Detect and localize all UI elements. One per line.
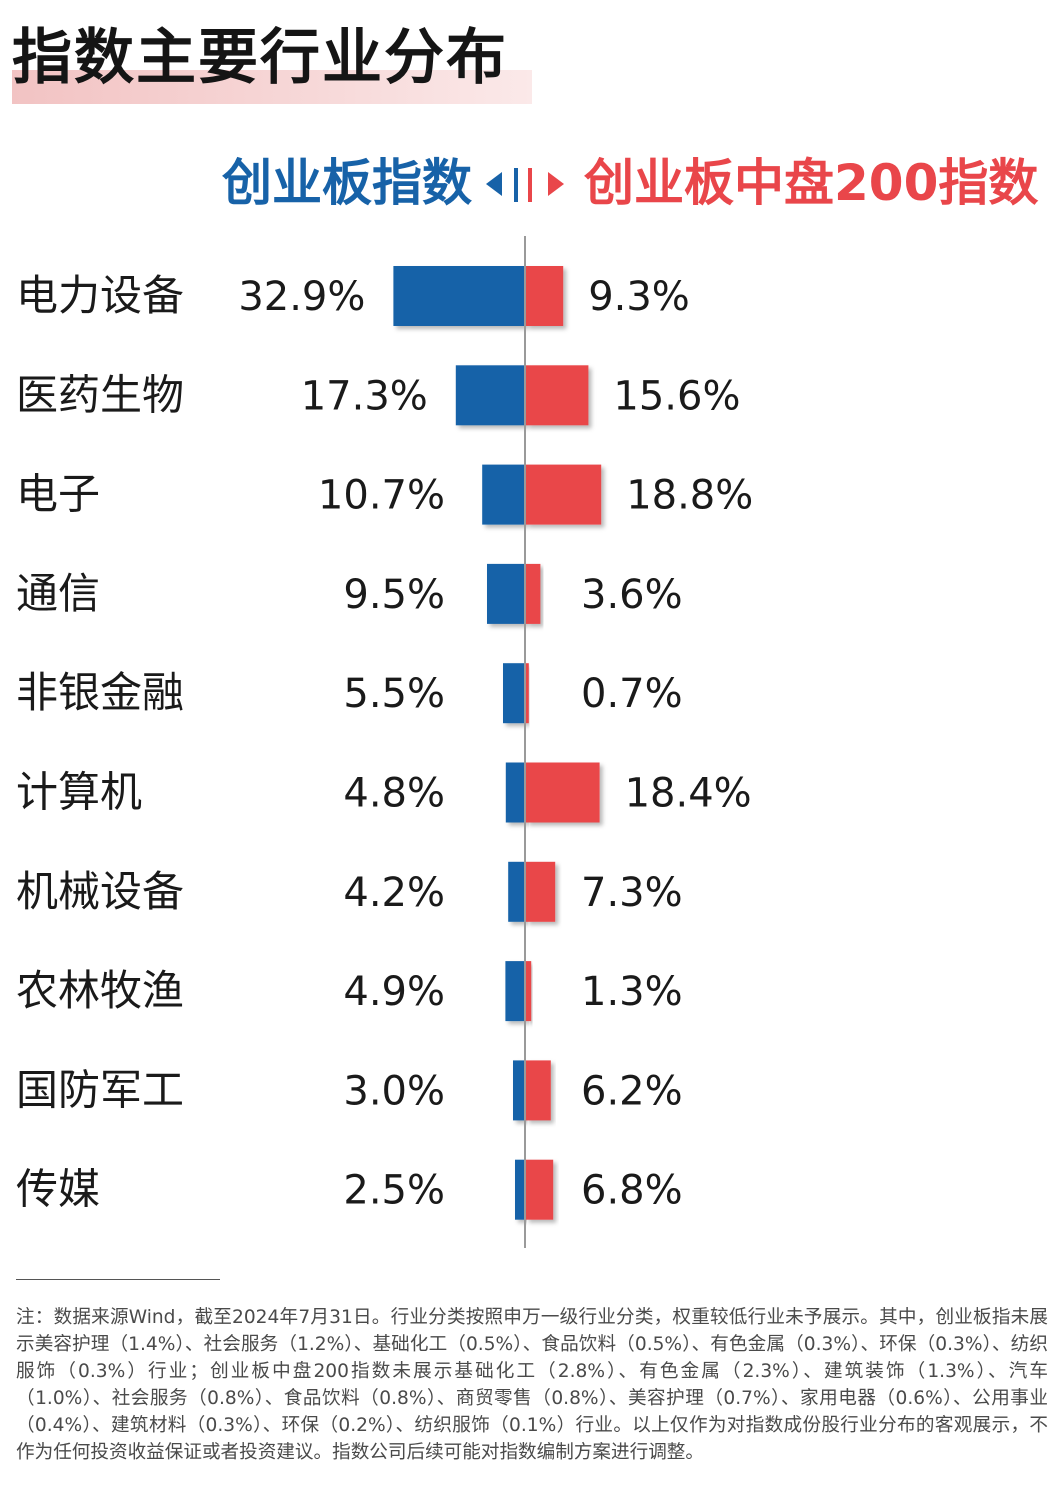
- legend-blue-marker: [514, 168, 518, 202]
- bar-left: [482, 464, 525, 525]
- bar-right: [526, 563, 541, 624]
- title-block: 指数主要行业分布: [12, 18, 532, 106]
- category-label: 非银金融: [16, 668, 184, 717]
- value-label-right: 6.8%: [581, 1168, 683, 1214]
- value-label-right: 1.3%: [581, 969, 683, 1015]
- bar-right: [526, 365, 589, 426]
- chart-title: 指数主要行业分布: [12, 23, 508, 93]
- value-label-left: 2.5%: [343, 1168, 445, 1214]
- value-labels: 32.9% 9.3% 17.3% 15.6% 10.7% 18.8% 9.5% 3.6% 5.5…: [238, 274, 753, 1214]
- right-series-bars: [526, 266, 602, 1220]
- bar-right: [526, 961, 532, 1022]
- footnote: 注：数据来源Wind，截至2024年7月31日。行业分类按照申万一级行业分类，权…: [16, 1307, 1048, 1463]
- legend-arrow-left-icon: [486, 172, 502, 196]
- value-label-right: 18.8%: [626, 473, 753, 519]
- category-label: 传媒: [16, 1165, 100, 1214]
- value-label-right: 9.3%: [588, 274, 690, 320]
- category-label: 电力设备: [16, 271, 184, 320]
- category-label: 计算机: [16, 768, 142, 817]
- legend: 创业板指数 创业板中盘200指数: [0, 140, 1062, 230]
- legend-right-series: 创业板中盘200指数: [584, 154, 1039, 212]
- category-label: 农林牧渔: [16, 966, 184, 1015]
- value-label-left: 9.5%: [343, 572, 445, 618]
- value-label-left: 4.2%: [343, 870, 445, 916]
- bar-left: [505, 762, 525, 823]
- value-label-left: 17.3%: [301, 373, 428, 419]
- value-label-left: 4.8%: [343, 771, 445, 817]
- value-label-right: 18.4%: [625, 771, 752, 817]
- value-label-left: 3.0%: [343, 1068, 445, 1114]
- value-label-left: 5.5%: [343, 671, 445, 717]
- bar-right: [526, 762, 600, 823]
- value-label-right: 3.6%: [581, 572, 683, 618]
- legend-left-series: 创业板指数: [222, 154, 472, 212]
- legend-red-marker: [528, 168, 532, 202]
- value-label-right: 0.7%: [581, 671, 683, 717]
- bar-left: [487, 563, 525, 624]
- bar-left: [508, 861, 525, 922]
- value-label-right: 15.6%: [613, 373, 740, 419]
- title-highlight: [12, 70, 532, 104]
- bar-right: [526, 266, 564, 326]
- category-label: 医药生物: [16, 370, 184, 419]
- value-label-left: 32.9%: [238, 274, 365, 320]
- bar-left: [393, 266, 525, 326]
- value-label-right: 7.3%: [581, 870, 683, 916]
- bar-left: [505, 961, 525, 1022]
- category-label: 通信: [16, 569, 100, 618]
- value-label-left: 4.9%: [343, 969, 445, 1015]
- bar-right: [526, 861, 556, 922]
- bar-left: [455, 365, 525, 426]
- left-series-bars: [393, 266, 525, 1220]
- bar-right: [526, 464, 602, 525]
- category-label: 电子: [16, 470, 100, 519]
- value-label-right: 6.2%: [581, 1068, 683, 1114]
- bar-left: [515, 1159, 525, 1220]
- category-label: 机械设备: [16, 867, 184, 916]
- category-label: 国防军工: [16, 1065, 184, 1114]
- bar-left: [503, 663, 525, 724]
- bar-right: [526, 1060, 551, 1121]
- bar-left: [513, 1060, 525, 1121]
- bar-right: [526, 1159, 554, 1220]
- footnote-divider: [16, 1279, 220, 1280]
- bar-right: [526, 663, 529, 724]
- value-label-left: 10.7%: [318, 473, 445, 519]
- legend-arrow-right-icon: [548, 172, 564, 196]
